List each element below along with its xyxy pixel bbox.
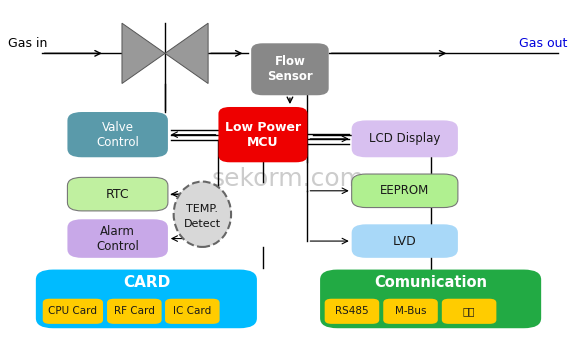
Text: RF Card: RF Card [114, 306, 155, 316]
Ellipse shape [174, 182, 231, 247]
Text: LCD Display: LCD Display [369, 132, 440, 145]
FancyBboxPatch shape [351, 174, 458, 208]
Text: M-Bus: M-Bus [395, 306, 426, 316]
FancyBboxPatch shape [36, 270, 257, 328]
Text: Alarm
Control: Alarm Control [96, 224, 139, 252]
Text: Comunication: Comunication [374, 275, 487, 290]
FancyBboxPatch shape [219, 107, 308, 162]
FancyBboxPatch shape [251, 43, 329, 95]
Text: RS485: RS485 [335, 306, 369, 316]
Text: CPU Card: CPU Card [48, 306, 98, 316]
Text: Gas out: Gas out [519, 37, 567, 50]
Text: EEPROM: EEPROM [380, 184, 429, 197]
FancyBboxPatch shape [165, 299, 220, 324]
FancyBboxPatch shape [351, 224, 458, 258]
Text: Valve
Control: Valve Control [96, 121, 139, 149]
FancyBboxPatch shape [351, 120, 458, 157]
FancyBboxPatch shape [442, 299, 496, 324]
Text: TEMP.: TEMP. [186, 204, 218, 214]
Text: sekorm.com: sekorm.com [212, 167, 365, 191]
FancyBboxPatch shape [68, 219, 168, 258]
Text: Flow
Sensor: Flow Sensor [267, 55, 313, 83]
Text: IC Card: IC Card [173, 306, 211, 316]
Polygon shape [122, 23, 165, 83]
Text: Detect: Detect [184, 219, 221, 229]
FancyBboxPatch shape [68, 112, 168, 157]
Text: RTC: RTC [106, 188, 129, 201]
Text: CARD: CARD [123, 275, 170, 290]
Text: LVD: LVD [393, 235, 417, 247]
FancyBboxPatch shape [320, 270, 541, 328]
FancyBboxPatch shape [43, 299, 103, 324]
Text: 无线: 无线 [463, 306, 475, 316]
Polygon shape [165, 23, 208, 83]
FancyBboxPatch shape [325, 299, 379, 324]
Text: Low Power
MCU: Low Power MCU [225, 121, 301, 149]
Text: Gas in: Gas in [8, 37, 48, 50]
FancyBboxPatch shape [383, 299, 438, 324]
FancyBboxPatch shape [68, 177, 168, 211]
FancyBboxPatch shape [107, 299, 162, 324]
